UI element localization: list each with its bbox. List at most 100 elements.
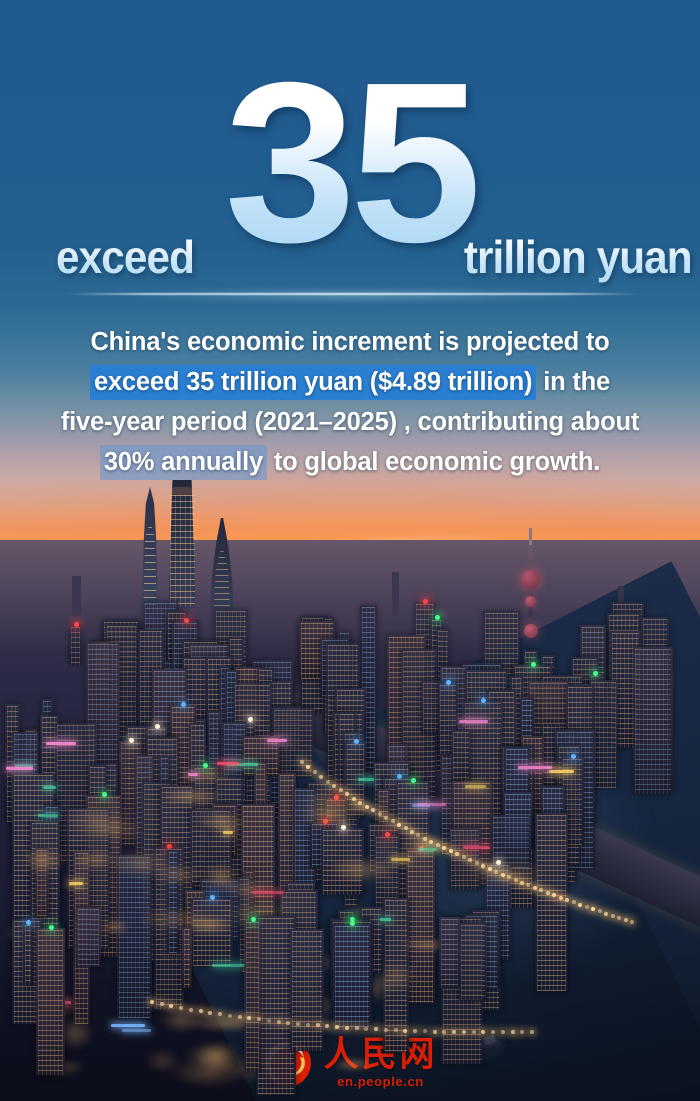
oriental-pearl-mast: [529, 528, 532, 550]
promenade-lamp: [338, 788, 343, 793]
promenade-lamp: [354, 1026, 359, 1031]
rooftop-beacon-light: [128, 737, 134, 743]
promenade-lamp: [296, 1021, 301, 1026]
neon-sign: [223, 831, 234, 834]
oriental-pearl-sphere-mid: [525, 596, 536, 607]
street-glow: [200, 812, 246, 832]
skyscraper: [528, 680, 569, 724]
logo-chinese-name: 人民网: [323, 1035, 438, 1074]
promenade-lamp: [468, 858, 473, 863]
street-glow: [107, 849, 174, 877]
skyscraper: [321, 827, 364, 895]
street-glow: [333, 1058, 375, 1071]
skyscraper: [244, 920, 261, 1073]
rooftop-beacon-light: [340, 824, 346, 830]
street-glow: [151, 863, 205, 886]
promenade-lamp: [623, 917, 628, 922]
promenade-lamp: [500, 872, 505, 877]
promenade-lamp: [403, 826, 408, 831]
promenade-lamp: [150, 1000, 154, 1004]
highlight-share: 30% annually: [99, 445, 267, 480]
street-glow: [202, 864, 240, 891]
promenade-lamp: [558, 895, 563, 900]
logo-text: 人民网 en.people.cn: [323, 1036, 437, 1089]
promenade-lamp: [227, 1013, 232, 1018]
promenade-lamp: [335, 1024, 340, 1029]
skyscraper: [117, 854, 152, 1018]
skyscraper: [333, 924, 371, 1031]
body-line-2-tail: in the: [536, 368, 611, 396]
neon-sign: [226, 763, 259, 766]
promenade-lamp: [344, 1025, 349, 1030]
neon-sign: [46, 742, 77, 745]
body-copy: China's economic increment is projected …: [0, 322, 700, 482]
promenade-lamp: [358, 800, 363, 805]
neon-sign: [111, 1024, 145, 1027]
skyscraper: [535, 812, 568, 991]
promenade-lamp: [364, 804, 369, 809]
promenade-lamp: [306, 765, 311, 770]
promenade-lamp: [319, 774, 324, 779]
promenade-lamp: [610, 913, 615, 918]
neon-sign: [188, 773, 199, 776]
promenade-lamp: [513, 878, 518, 882]
swfc-aperture: [172, 487, 192, 496]
street-glow: [138, 907, 213, 932]
street-glow: [177, 767, 237, 785]
promenade-lamp: [159, 1002, 164, 1007]
skyscraper: [451, 729, 471, 783]
promenade-lamp: [530, 1030, 534, 1034]
skyscraper: [345, 741, 366, 816]
rooftop-beacon-light: [154, 724, 160, 730]
promenade-lamp: [545, 890, 550, 895]
rooftop-beacon-light: [446, 680, 451, 686]
skyscraper: [182, 927, 192, 989]
promenade-lamp: [565, 898, 570, 903]
promenade-lamp: [507, 875, 512, 880]
rooftop-beacon-light: [210, 895, 215, 901]
promenade-lamp: [494, 869, 499, 874]
neon-sign: [380, 918, 392, 921]
promenade-lamp: [371, 808, 376, 813]
promenade-lamp: [188, 1007, 193, 1012]
rooftop-beacon-light: [334, 794, 339, 800]
promenade-lamp: [578, 902, 583, 907]
body-line-3: five-year period (2021–2025) , contribut…: [60, 408, 640, 436]
promenade-lamp: [410, 829, 414, 834]
promenade-lamp: [276, 1019, 281, 1024]
promenade-lamp: [403, 1028, 408, 1033]
rooftop-beacon-light: [102, 792, 107, 797]
neon-sign: [122, 1029, 152, 1032]
rooftop-beacon-light: [167, 844, 172, 850]
skyscraper: [290, 929, 324, 1052]
rooftop-beacon-light: [385, 831, 390, 837]
headline-rule: [66, 293, 640, 295]
neon-sign: [459, 720, 488, 723]
rooftop-beacon-light: [247, 717, 253, 723]
street-glow: [160, 1007, 203, 1034]
background-tower-left: [72, 576, 81, 616]
promenade-lamp: [300, 760, 304, 764]
neon-sign: [465, 785, 487, 788]
promenade-lamp: [332, 783, 337, 788]
promenade-lamp: [448, 849, 453, 854]
headline: 35 exceed trillion yuan: [0, 49, 700, 298]
promenade-lamp: [510, 1030, 515, 1035]
rooftop-beacon-light: [411, 777, 416, 783]
skyscraper: [69, 625, 82, 666]
skyscraper: [242, 735, 280, 776]
rooftop-beacon-light: [73, 622, 79, 628]
body-line-4-tail: to global economic growth.: [266, 448, 601, 476]
promenade-lamp: [532, 885, 537, 890]
promenade-lamp: [461, 1030, 466, 1035]
promenade-lamp: [397, 822, 402, 827]
street-glow: [399, 836, 455, 858]
promenade-lamp: [384, 815, 389, 820]
promenade-lamp: [198, 1009, 203, 1014]
skyscraper: [23, 923, 33, 986]
swfc-window-lights: [170, 495, 195, 607]
promenade-lamp: [351, 796, 356, 801]
street-glow: [327, 856, 396, 884]
promenade-lamp: [390, 819, 395, 824]
